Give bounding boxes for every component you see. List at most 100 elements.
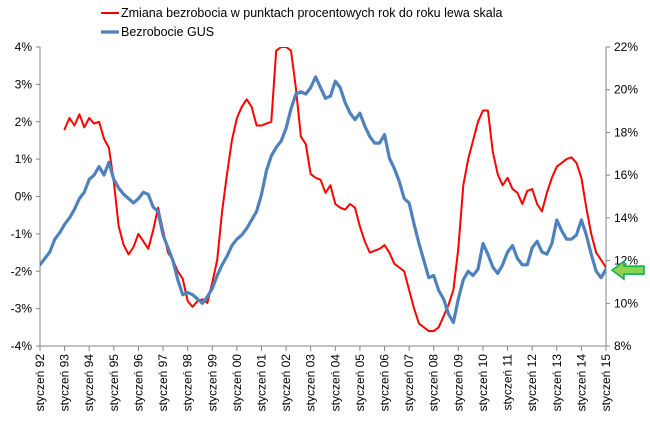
data-point	[502, 264, 504, 266]
data-point	[83, 191, 85, 193]
data-point	[251, 106, 253, 108]
data-point	[270, 155, 272, 157]
x-tick-label: styczeń 93	[58, 354, 72, 412]
data-point	[226, 255, 228, 257]
data-point	[408, 289, 410, 291]
x-tick-label: styczeń 11	[501, 354, 515, 411]
data-point	[290, 108, 292, 110]
data-point	[315, 177, 317, 179]
data-point	[580, 177, 583, 179]
data-point	[570, 156, 573, 158]
data-point	[40, 264, 41, 266]
data-point	[108, 161, 110, 163]
data-point	[137, 233, 139, 235]
x-tick-label: styczeń 00	[230, 354, 244, 412]
x-tick-label: styczeń 05	[353, 354, 367, 412]
data-point	[221, 210, 223, 212]
data-point	[295, 93, 297, 95]
y-right-tick-label: 10%	[614, 296, 638, 310]
data-point	[497, 173, 499, 175]
data-point	[49, 251, 51, 253]
x-tick-label: styczeń 98	[181, 354, 195, 412]
data-point	[221, 264, 223, 266]
data-point	[516, 257, 519, 259]
y-left-tick-label: -1%	[11, 227, 33, 241]
data-point	[585, 234, 587, 236]
y-right-tick-label: 20%	[614, 83, 638, 97]
data-point	[354, 119, 356, 121]
data-point	[68, 217, 71, 219]
data-point	[256, 124, 258, 127]
data-point	[246, 98, 248, 100]
data-point	[369, 136, 371, 138]
data-point	[398, 266, 400, 269]
data-point	[457, 248, 459, 250]
data-point	[467, 158, 469, 160]
y-right-tick-label: 16%	[614, 168, 638, 182]
data-point	[265, 123, 267, 125]
data-point	[354, 207, 356, 209]
data-point	[541, 251, 543, 253]
data-point	[305, 93, 307, 95]
legend-label: Bezrobocie GUS	[121, 25, 214, 39]
x-tick-label: styczeń 97	[156, 354, 170, 412]
data-point	[73, 124, 76, 127]
data-point	[157, 210, 159, 212]
data-point	[137, 198, 139, 200]
y-left-tick-label: 3%	[15, 77, 33, 91]
data-point	[78, 198, 80, 200]
y-left-tick-label: 0%	[15, 190, 33, 204]
data-point	[502, 184, 504, 186]
data-point	[438, 326, 440, 328]
data-point	[349, 203, 351, 205]
data-point	[379, 142, 381, 144]
x-tick-label: styczeń 07	[402, 354, 416, 412]
data-point	[364, 125, 366, 127]
x-tick-label: styczeń 01	[254, 354, 268, 412]
data-point	[605, 268, 606, 270]
data-point	[177, 270, 179, 272]
data-point	[54, 238, 56, 240]
data-point	[575, 162, 578, 164]
data-point	[211, 287, 213, 289]
y-right-tick-label: 18%	[614, 125, 638, 139]
data-point	[319, 179, 322, 181]
data-point	[423, 260, 425, 262]
x-tick-label: styczeń 92	[33, 354, 47, 412]
data-point	[270, 121, 272, 123]
data-point	[64, 128, 66, 130]
data-point	[428, 330, 430, 332]
data-point	[403, 270, 405, 272]
x-tick-label: styczeń 95	[107, 354, 121, 412]
series-line-bezrobocie-gus	[40, 75, 606, 325]
data-point	[211, 281, 213, 284]
x-tick-label: styczeń 12	[525, 354, 539, 412]
data-point	[521, 203, 523, 205]
data-point	[561, 230, 563, 232]
data-point	[206, 302, 208, 304]
data-point	[236, 238, 238, 240]
data-point	[418, 242, 420, 245]
data-point	[98, 121, 100, 123]
data-point	[526, 190, 528, 192]
x-tick-label: styczeń 15	[599, 354, 613, 412]
data-point	[260, 193, 263, 195]
data-point	[216, 259, 218, 261]
data-point	[118, 187, 120, 189]
data-point	[344, 101, 346, 104]
axes: -4%-3%-2%-1%0%1%2%3%4%8%10%12%14%16%18%2…	[11, 40, 639, 411]
x-tick-label: styczeń 04	[328, 354, 342, 412]
data-point	[570, 238, 573, 240]
data-point	[93, 123, 95, 125]
data-point	[369, 252, 371, 254]
data-point	[201, 302, 203, 304]
data-point	[280, 47, 282, 48]
data-point	[132, 202, 135, 204]
data-point	[507, 251, 509, 253]
data-point	[595, 252, 597, 254]
data-point	[443, 298, 445, 300]
data-point	[383, 134, 386, 136]
data-point	[236, 117, 238, 119]
data-point	[83, 126, 85, 128]
